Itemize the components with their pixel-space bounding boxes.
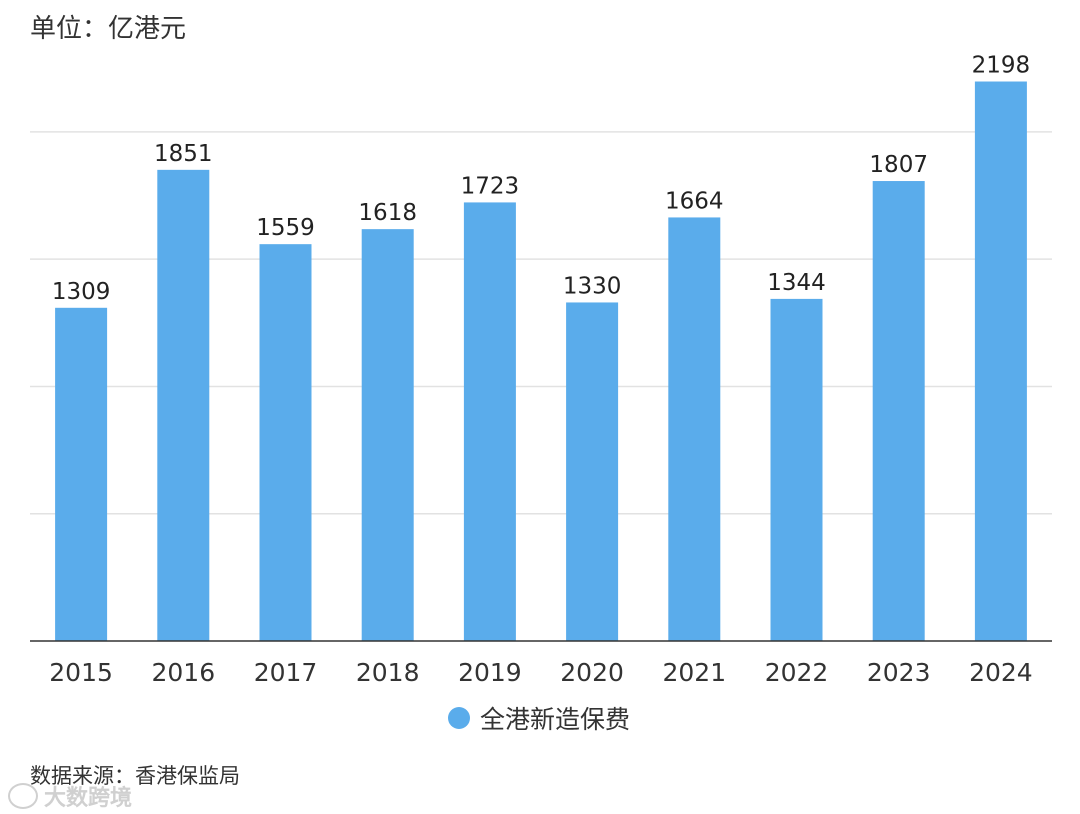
watermark-logo-icon	[8, 783, 38, 809]
bar-2020	[566, 302, 619, 641]
bar-2015	[55, 307, 108, 641]
bar-2018	[361, 229, 414, 642]
x-tick-2021: 2021	[662, 658, 726, 687]
legend: 全港新造保费	[448, 700, 630, 736]
bar-2022	[770, 298, 823, 641]
data-label-2022: 1344	[767, 270, 826, 296]
data-label-2017: 1559	[256, 215, 315, 241]
legend-label: 全港新造保费	[480, 705, 631, 734]
data-label-2020: 1330	[563, 273, 622, 299]
x-tick-2023: 2023	[867, 658, 931, 687]
bars	[55, 81, 1027, 642]
x-tick-2019: 2019	[458, 658, 522, 687]
bar-2021	[668, 217, 721, 641]
watermark: 大数跨境	[8, 780, 132, 812]
x-tick-2017: 2017	[254, 658, 318, 687]
data-label-2016: 1851	[154, 141, 213, 167]
data-label-2024: 2198	[972, 53, 1031, 79]
x-tick-2015: 2015	[49, 658, 113, 687]
bar-2023	[872, 181, 925, 641]
data-labels: 1309 1851 1559 1618 1723 1330 1664 1344 1807 2198	[52, 53, 1030, 305]
bar-2017	[259, 244, 312, 641]
data-label-2018: 1618	[358, 200, 417, 226]
legend-marker	[448, 707, 470, 729]
bar-2019	[463, 202, 516, 641]
x-tick-2020: 2020	[560, 658, 624, 687]
x-tick-labels: 2015 2016 2017 2018 2019 2020 2021 2022 2023 2024	[49, 658, 1032, 687]
data-label-2021: 1664	[665, 188, 724, 214]
source-note: 数据来源：香港保监局	[30, 764, 240, 788]
x-tick-2024: 2024	[969, 658, 1033, 687]
data-label-2015: 1309	[52, 279, 111, 305]
watermark-text: 大数跨境	[44, 786, 133, 811]
x-tick-2022: 2022	[765, 658, 829, 687]
data-label-2023: 1807	[869, 152, 928, 178]
bar-chart: 1309 1851 1559 1618 1723 1330 1664 1344 1807 2198…	[30, 53, 1052, 687]
unit-label: 单位：亿港元	[30, 14, 187, 44]
x-tick-2016: 2016	[151, 658, 215, 687]
bar-2024	[974, 81, 1027, 641]
data-label-2019: 1723	[461, 173, 520, 199]
bar-2016	[157, 169, 210, 641]
x-tick-2018: 2018	[356, 658, 420, 687]
